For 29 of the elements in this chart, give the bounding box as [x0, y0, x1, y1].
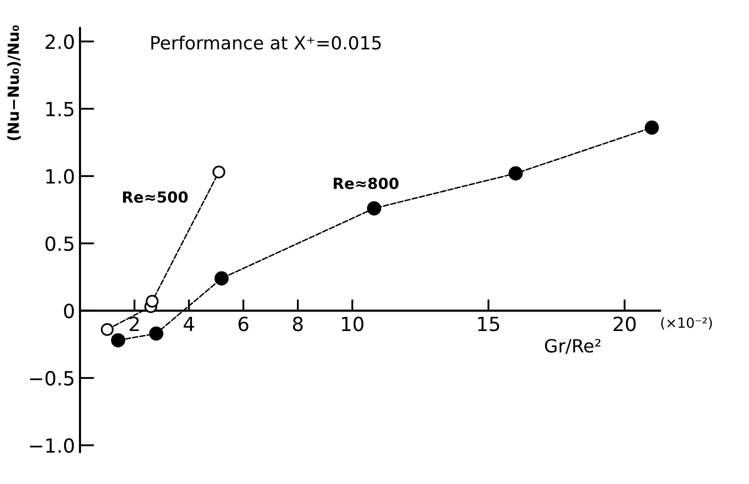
point [212, 166, 226, 178]
chart-title: Performance at X⁺=0.015 [151, 36, 381, 50]
y-tick-label: −0.5 [30, 370, 74, 386]
y-axis-title: (Nu−Nu₀)/Nu₀ [7, 25, 21, 140]
y-tick-label: 1.5 [46, 102, 74, 116]
y-tick-label: −1.0 [30, 438, 74, 453]
y-tick-label: 1.0 [46, 169, 74, 184]
x-tick-label: 8 [292, 316, 303, 332]
point [644, 120, 659, 135]
text: (×10⁻²) [661, 317, 712, 330]
x-axis-title: Gr/Re² [545, 338, 600, 354]
series-label: Re≈800 [334, 178, 399, 190]
point [146, 294, 159, 308]
x-tick-label: 6 [238, 316, 248, 332]
y-tick-label: 0.5 [46, 236, 74, 252]
x-tick-label: 10 [342, 316, 364, 332]
y-tick-label: 0 [64, 304, 74, 318]
point [508, 166, 523, 180]
x-tick-label: 4 [184, 316, 194, 331]
point [100, 323, 114, 336]
series-label: Re≈500 [123, 191, 188, 203]
x-tick-label: 15 [478, 316, 500, 332]
point [367, 201, 382, 216]
y-tick-label: 2.0 [46, 34, 74, 50]
point [214, 271, 229, 286]
point [111, 333, 126, 348]
x-tick-label: 2 [130, 316, 139, 331]
x-tick-label: 20 [614, 316, 636, 332]
point [149, 326, 164, 341]
